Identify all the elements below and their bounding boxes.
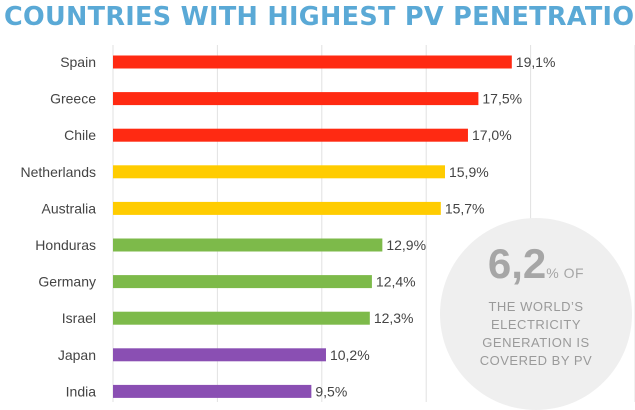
callout-suffix: % OF <box>546 265 585 281</box>
bar <box>113 92 479 106</box>
value-label: 19,1% <box>516 54 556 70</box>
category-label: India <box>66 383 97 399</box>
bar <box>113 165 445 179</box>
bar <box>113 55 512 69</box>
category-label: Chile <box>64 127 96 143</box>
category-label: Spain <box>60 54 96 70</box>
category-label: Australia <box>42 200 97 216</box>
callout-line: GENERATION IS <box>482 335 590 350</box>
bar <box>113 275 372 289</box>
category-label: Japan <box>58 347 96 363</box>
callout-description: THE WORLD’S ELECTRICITY GENERATION IS CO… <box>440 298 632 370</box>
callout-line: COVERED BY PV <box>479 353 593 368</box>
bar <box>113 201 441 215</box>
callout-line: ELECTRICITY <box>490 317 581 332</box>
category-label: Honduras <box>35 237 96 253</box>
callout-value: 6,2 <box>487 240 547 287</box>
value-label: 17,0% <box>472 127 512 143</box>
bar <box>113 128 468 142</box>
callout-headline: 6,2% OF <box>440 240 632 288</box>
bar <box>113 384 312 398</box>
value-label: 12,4% <box>376 274 416 290</box>
value-label: 12,9% <box>386 237 426 253</box>
category-label: Netherlands <box>21 164 97 180</box>
chart-title: COUNTRIES WITH HIGHEST PV PENETRATION <box>4 2 635 32</box>
bar <box>113 238 383 252</box>
category-label: Greece <box>50 91 96 107</box>
value-label: 15,9% <box>449 164 489 180</box>
value-label: 15,7% <box>445 200 485 216</box>
value-label: 10,2% <box>330 347 370 363</box>
value-label: 9,5% <box>315 383 347 399</box>
callout-line: THE WORLD’S <box>488 299 584 314</box>
stat-callout: 6,2% OF THE WORLD’S ELECTRICITY GENERATI… <box>440 218 632 410</box>
value-label: 17,5% <box>482 91 522 107</box>
bar <box>113 348 326 362</box>
value-label: 12,3% <box>374 310 414 326</box>
category-label: Germany <box>38 274 96 290</box>
bar <box>113 311 370 325</box>
category-label: Israel <box>62 310 96 326</box>
